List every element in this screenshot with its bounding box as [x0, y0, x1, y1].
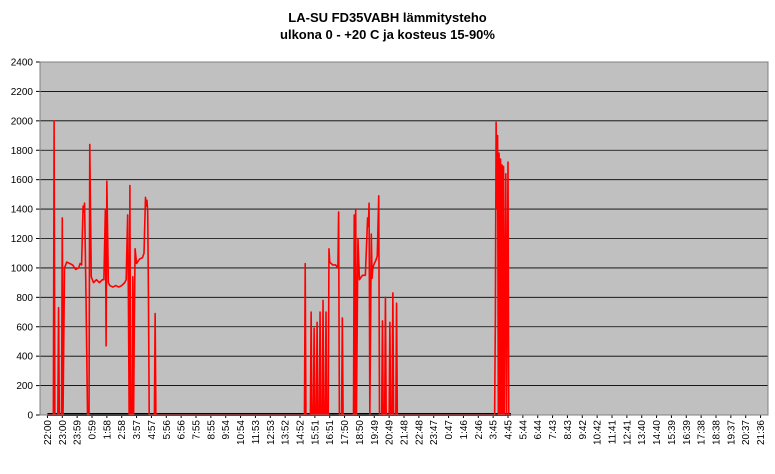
- y-tick-label: 1400: [11, 205, 34, 216]
- x-tick-label: 8:43: [563, 420, 574, 440]
- y-tick-label: 0: [27, 411, 33, 422]
- x-tick-label: 17:50: [340, 420, 351, 445]
- x-tick-label: 17:38: [697, 420, 708, 445]
- x-tick-label: 23:47: [429, 420, 440, 445]
- x-tick-label: 21:48: [400, 420, 411, 445]
- x-tick-label: 3:57: [132, 420, 143, 440]
- x-tick-label: 20:49: [385, 420, 396, 445]
- series-line: [47, 120, 511, 416]
- x-tick-label: 16:39: [682, 420, 693, 445]
- x-tick-label: 6:56: [177, 420, 188, 440]
- x-tick-label: 4:57: [147, 420, 158, 440]
- x-tick-label: 11:53: [251, 420, 262, 445]
- x-tick-label: 14:40: [652, 420, 663, 445]
- plot-border: [39, 61, 769, 416]
- x-tick-label: 12:41: [622, 420, 633, 445]
- y-tick-label: 1000: [11, 263, 34, 274]
- x-tick-label: 22:00: [43, 420, 54, 445]
- x-tick-label: 20:37: [741, 420, 752, 445]
- x-tick-label: 12:53: [266, 420, 277, 445]
- chart-title: LA-SU FD35VABH lämmitysteho: [288, 10, 487, 25]
- y-tick-label: 2400: [11, 58, 34, 69]
- x-tick-label: 9:42: [578, 420, 589, 440]
- x-tick-label: 3:45: [489, 420, 500, 440]
- y-tick-label: 2200: [11, 87, 34, 98]
- x-tick-label: 6:44: [533, 420, 544, 440]
- y-tick-label: 400: [16, 352, 33, 363]
- x-tick-label: 16:51: [325, 420, 336, 445]
- y-tick-label: 1600: [11, 175, 34, 186]
- x-tick-label: 23:59: [73, 420, 84, 445]
- x-tick-label: 18:38: [712, 420, 723, 445]
- x-tick-label: 4:45: [504, 420, 515, 440]
- x-tick-label: 5:44: [518, 420, 529, 440]
- x-tick-label: 22:48: [414, 420, 425, 445]
- x-tick-label: 19:49: [370, 420, 381, 445]
- x-tick-label: 0:47: [444, 420, 455, 440]
- x-tick-label: 1:46: [459, 420, 470, 440]
- x-tick-label: 9:54: [221, 420, 232, 440]
- x-tick-label: 2:58: [117, 420, 128, 440]
- x-tick-label: 21:36: [756, 420, 767, 445]
- x-tick-label: 13:40: [637, 420, 648, 445]
- y-tick-label: 600: [16, 322, 33, 333]
- x-tick-label: 5:56: [162, 420, 173, 440]
- y-tick-label: 800: [16, 293, 33, 304]
- x-tick-label: 0:59: [88, 420, 99, 440]
- y-tick-label: 1200: [11, 234, 34, 245]
- x-tick-label: 14:52: [296, 420, 307, 445]
- y-tick-label: 1800: [11, 146, 34, 157]
- x-tick-label: 23:00: [58, 420, 69, 445]
- y-tick-label: 2000: [11, 116, 34, 127]
- x-tick-label: 18:50: [355, 420, 366, 445]
- x-tick-label: 19:37: [726, 420, 737, 445]
- x-tick-label: 2:46: [474, 420, 485, 440]
- x-tick-label: 8:55: [206, 420, 217, 440]
- y-axis: 0 200 400 600 800 1000 1200 1400 1600 1800 2000 220…: [11, 58, 41, 422]
- chart-subtitle: ulkona 0 - +20 C ja kosteus 15-90%: [280, 27, 495, 42]
- x-tick-label: 15:51: [310, 420, 321, 445]
- x-tick-label: 15:39: [667, 420, 678, 445]
- x-tick-label: 7:43: [548, 420, 559, 440]
- x-tick-label: 11:41: [608, 420, 619, 445]
- x-tick-label: 1:58: [102, 420, 113, 440]
- y-tick-label: 200: [16, 381, 33, 392]
- chart-title-block: LA-SU FD35VABH lämmitysteho ulkona 0 - +…: [0, 9, 775, 43]
- x-tick-label: 10:54: [236, 420, 247, 445]
- x-tick-label: 13:52: [281, 420, 292, 445]
- x-axis: 22:00 23:00 23:59 0:59 1:58 2:58 3:57 4:57 5:56 6…: [40, 414, 768, 445]
- x-tick-label: 10:42: [593, 420, 604, 445]
- x-tick-label: 7:55: [192, 420, 203, 440]
